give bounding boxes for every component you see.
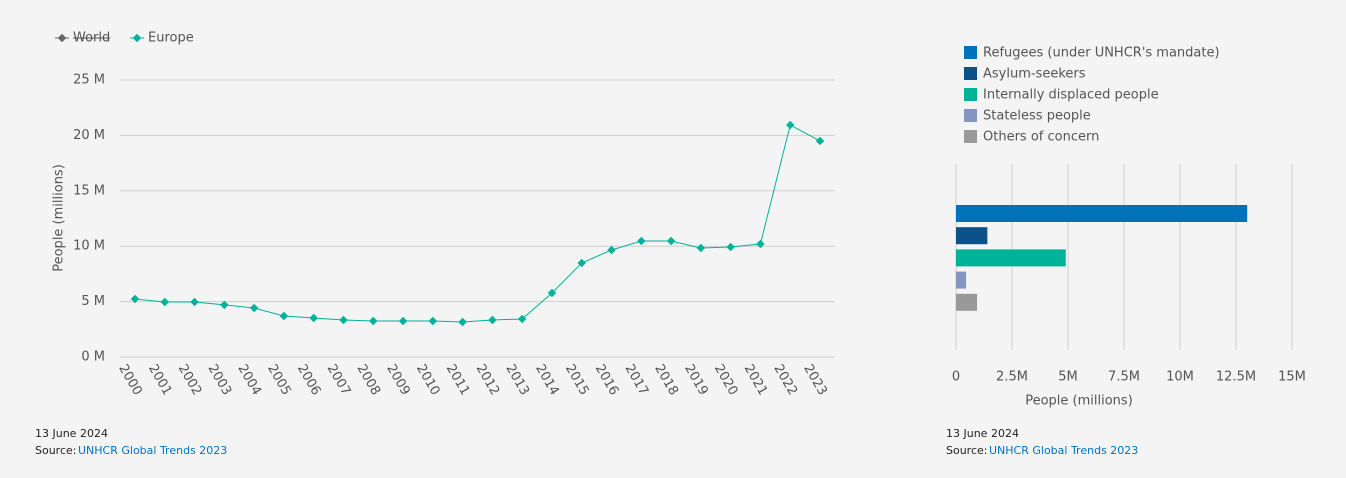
x-tick-label: 2.5M: [996, 370, 1028, 385]
date: 13 June 2024: [946, 427, 1019, 440]
x-tick-label: 2004: [234, 362, 264, 398]
bar: [956, 293, 978, 311]
point: [160, 297, 170, 307]
source-link[interactable]: UNHCR Global Trends 2023: [989, 444, 1138, 457]
point: [339, 315, 348, 325]
legend-swatch: [964, 109, 977, 122]
point: [488, 315, 497, 325]
x-tick-label: 2013: [502, 362, 532, 398]
point: [637, 236, 646, 246]
point: [190, 297, 199, 307]
x-tick-label: 2005: [264, 362, 294, 398]
point: [369, 316, 378, 326]
x-tick-label: 2006: [294, 362, 324, 398]
x-tick-label: 7.5M: [1108, 370, 1140, 385]
y-axis-label: People (millions): [52, 164, 67, 272]
x-tick-label: 2011: [443, 362, 473, 398]
legend-swatch: [964, 67, 977, 80]
series-line: [134, 124, 821, 323]
x-tick-label: 2016: [592, 362, 622, 398]
point: [547, 288, 557, 298]
x-tick-label: 0: [952, 370, 960, 385]
legend-label[interactable]: Internally displaced people: [983, 88, 1159, 103]
point: [666, 236, 676, 246]
y-tick-label: 10 M: [73, 239, 105, 254]
bar: [956, 249, 1066, 267]
legend-label[interactable]: Stateless people: [983, 109, 1091, 124]
legend-marker: [132, 33, 142, 43]
x-tick-label: 2019: [681, 362, 711, 398]
x-tick-label: 2020: [711, 362, 741, 398]
y-tick-label: 0 M: [81, 350, 105, 365]
y-tick-label: 15 M: [73, 183, 105, 198]
point: [220, 300, 229, 310]
point: [577, 258, 586, 268]
x-tick-label: 2009: [383, 362, 413, 398]
x-tick-label: 2021: [741, 362, 771, 398]
point: [130, 294, 140, 304]
legend-label[interactable]: Refugees (under UNHCR's mandate): [983, 46, 1220, 61]
legend-swatch: [964, 46, 977, 59]
x-tick-label: 5M: [1058, 370, 1078, 385]
legend-label[interactable]: Others of concern: [983, 130, 1099, 145]
source-link[interactable]: UNHCR Global Trends 2023: [78, 444, 227, 457]
bar: [956, 205, 1248, 222]
point: [726, 242, 735, 252]
date: 13 June 2024: [35, 427, 108, 440]
x-tick-label: 2000: [115, 362, 145, 398]
x-tick-label: 2015: [562, 362, 592, 398]
point: [249, 303, 259, 313]
x-tick-label: 2008: [353, 362, 383, 398]
point: [696, 243, 706, 253]
x-tick-label: 2012: [473, 362, 503, 398]
y-tick-label: 5 M: [81, 294, 105, 309]
x-tick-label: 2022: [770, 362, 800, 398]
point: [309, 313, 318, 323]
x-tick-label: 2001: [145, 362, 175, 398]
legend-swatch: [964, 88, 977, 101]
x-tick-label: 15M: [1278, 370, 1306, 385]
x-tick-label: 10M: [1166, 370, 1194, 385]
legend-label[interactable]: Europe: [148, 31, 194, 46]
bar: [956, 227, 988, 245]
point: [756, 239, 765, 249]
x-tick-label: 2017: [622, 362, 652, 398]
legend-label[interactable]: Asylum-seekers: [983, 67, 1086, 82]
point: [279, 311, 289, 321]
point: [458, 317, 467, 327]
point: [785, 120, 795, 130]
x-tick-label: 2023: [800, 362, 830, 398]
point: [815, 136, 825, 146]
x-tick-label: 2014: [532, 362, 562, 398]
x-axis-label: People (millions): [1025, 394, 1133, 409]
bar: [956, 271, 967, 289]
y-tick-label: 20 M: [73, 128, 105, 143]
source-prefix: Source:: [946, 444, 988, 457]
point: [398, 316, 408, 326]
legend-marker: [57, 33, 67, 43]
source-prefix: Source:: [35, 444, 77, 457]
x-tick-label: 2007: [324, 362, 354, 398]
point: [517, 314, 527, 324]
point: [607, 245, 616, 255]
x-tick-label: 2018: [651, 362, 681, 398]
legend-swatch: [964, 130, 977, 143]
point: [428, 316, 438, 326]
x-tick-label: 2003: [205, 362, 235, 398]
x-tick-label: 2002: [175, 362, 205, 398]
x-tick-label: 12.5M: [1216, 370, 1256, 385]
x-tick-label: 2010: [413, 362, 443, 398]
y-tick-label: 25 M: [73, 73, 105, 88]
